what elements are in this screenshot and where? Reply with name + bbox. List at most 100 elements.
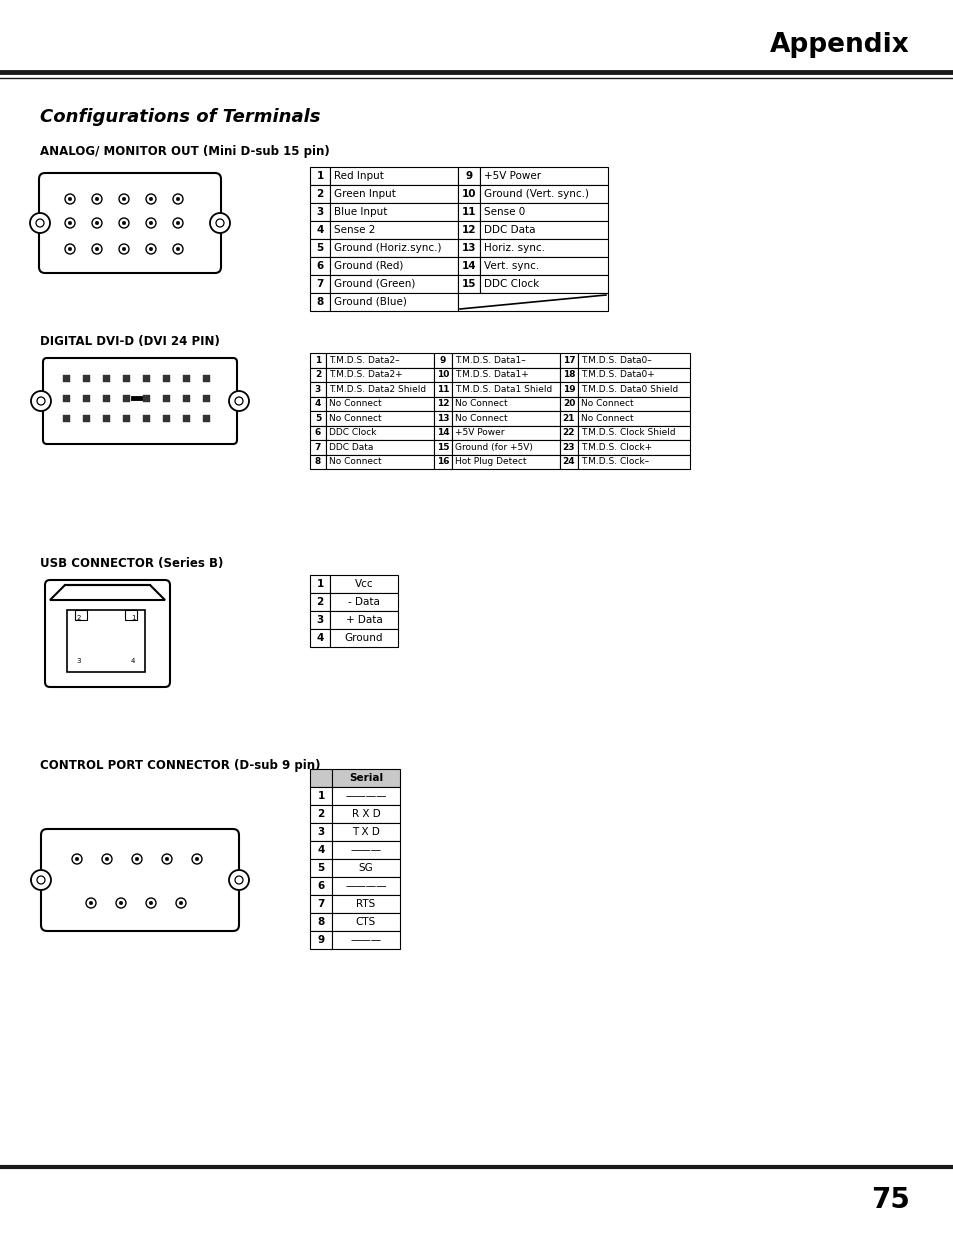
Circle shape (195, 857, 198, 861)
Bar (310, 203, 330, 221)
Bar (330, 275, 457, 293)
Bar (203, 374, 211, 382)
Bar (559, 426, 578, 440)
Circle shape (122, 221, 126, 225)
Circle shape (68, 198, 71, 201)
Text: 16: 16 (436, 457, 449, 467)
Bar (143, 415, 151, 421)
Text: 5: 5 (314, 414, 321, 422)
Circle shape (95, 198, 99, 201)
Bar (330, 293, 457, 311)
Text: +5V Power: +5V Power (455, 429, 504, 437)
Text: 75: 75 (870, 1186, 909, 1214)
Bar (434, 396, 452, 411)
Bar (330, 576, 397, 593)
Bar (103, 374, 111, 382)
Text: CONTROL PORT CONNECTOR (D-sub 9 pin): CONTROL PORT CONNECTOR (D-sub 9 pin) (40, 758, 320, 772)
Text: + Data: + Data (345, 615, 382, 625)
Circle shape (86, 898, 96, 908)
Bar (452, 353, 559, 368)
Bar (434, 353, 452, 368)
Text: 11: 11 (436, 385, 449, 394)
Text: Hot Plug Detect: Hot Plug Detect (455, 457, 526, 467)
Bar (457, 167, 479, 185)
Bar (332, 787, 399, 805)
Text: 1: 1 (131, 615, 135, 621)
Text: 6: 6 (317, 881, 324, 890)
Text: 8: 8 (317, 918, 324, 927)
Text: 1: 1 (317, 790, 324, 802)
Text: Ground (Horiz.sync.): Ground (Horiz.sync.) (334, 243, 441, 253)
Bar (163, 415, 171, 421)
Text: 10: 10 (436, 370, 449, 379)
Circle shape (91, 245, 102, 254)
Circle shape (176, 221, 179, 225)
Text: ———: ——— (350, 845, 381, 855)
Circle shape (135, 857, 138, 861)
Bar (310, 368, 326, 382)
Bar (559, 411, 578, 426)
Text: ————: ———— (345, 790, 386, 802)
Text: No Connect: No Connect (455, 414, 507, 422)
Bar (310, 396, 326, 411)
Text: T.M.D.S. Data2 Shield: T.M.D.S. Data2 Shield (329, 385, 426, 394)
Text: Sense 0: Sense 0 (483, 207, 525, 217)
Text: Horiz. sync.: Horiz. sync. (483, 243, 544, 253)
Text: Configurations of Terminals: Configurations of Terminals (40, 107, 320, 126)
Bar (143, 374, 151, 382)
Bar (330, 257, 457, 275)
Text: 9: 9 (465, 170, 472, 182)
Circle shape (37, 396, 45, 405)
Text: 3: 3 (317, 827, 324, 837)
Bar (67, 610, 145, 672)
Text: T.M.D.S. Data1–: T.M.D.S. Data1– (455, 356, 525, 364)
Circle shape (30, 869, 51, 890)
Bar (434, 368, 452, 382)
Text: CTS: CTS (355, 918, 375, 927)
Bar (310, 860, 332, 877)
Bar (183, 394, 191, 401)
Bar (163, 394, 171, 401)
Circle shape (146, 245, 156, 254)
Text: 9: 9 (439, 356, 446, 364)
Text: T.M.D.S. Clock–: T.M.D.S. Clock– (580, 457, 648, 467)
Text: T.M.D.S. Data0+: T.M.D.S. Data0+ (580, 370, 654, 379)
Bar (457, 257, 479, 275)
Bar (479, 167, 607, 185)
Bar (457, 275, 479, 293)
Text: ————: ———— (345, 881, 386, 890)
Bar (578, 454, 689, 469)
Circle shape (162, 853, 172, 864)
Circle shape (90, 902, 92, 905)
Text: Vcc: Vcc (355, 579, 373, 589)
Text: 8: 8 (316, 296, 323, 308)
Text: 18: 18 (562, 370, 575, 379)
Bar (332, 877, 399, 895)
Bar (452, 411, 559, 426)
Text: 6: 6 (314, 429, 321, 437)
Circle shape (68, 221, 71, 225)
Bar (559, 440, 578, 454)
Text: T.M.D.S. Clock Shield: T.M.D.S. Clock Shield (580, 429, 675, 437)
Text: T.M.D.S. Data0–: T.M.D.S. Data0– (580, 356, 651, 364)
Bar (310, 823, 332, 841)
Bar (332, 860, 399, 877)
Text: Ground (Vert. sync.): Ground (Vert. sync.) (483, 189, 588, 199)
Bar (452, 368, 559, 382)
Text: No Connect: No Connect (329, 399, 381, 409)
Text: 7: 7 (314, 443, 321, 452)
Bar (326, 382, 434, 396)
Circle shape (75, 857, 79, 861)
Text: - Data: - Data (348, 597, 379, 606)
Circle shape (95, 221, 99, 225)
Circle shape (172, 219, 183, 228)
Text: T.M.D.S. Clock+: T.M.D.S. Clock+ (580, 443, 652, 452)
Text: 4: 4 (317, 845, 324, 855)
Bar (103, 394, 111, 401)
Text: 1: 1 (314, 356, 321, 364)
Bar (434, 411, 452, 426)
Bar (434, 454, 452, 469)
Text: 24: 24 (562, 457, 575, 467)
Text: 2: 2 (316, 597, 323, 606)
Text: 7: 7 (317, 899, 324, 909)
